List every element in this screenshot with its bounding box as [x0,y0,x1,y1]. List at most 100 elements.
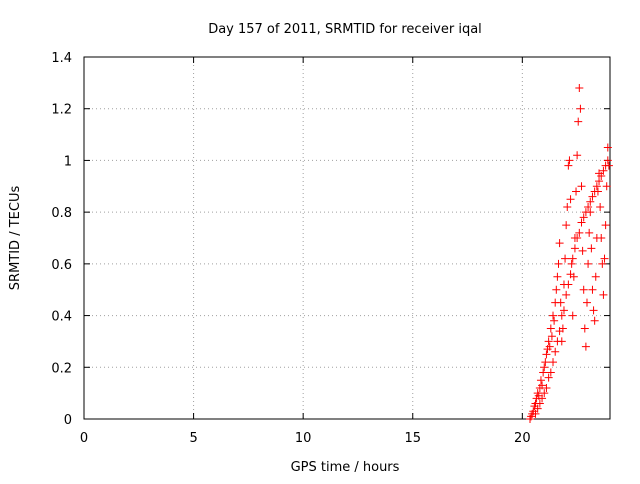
data-point [584,202,593,211]
data-point [540,389,549,398]
data-point [552,285,561,294]
data-point [581,342,590,351]
data-point [588,285,597,294]
data-point [550,316,559,325]
data-point [580,324,589,333]
data-point [590,187,599,196]
data-point [601,221,610,230]
grid [84,57,610,419]
data-point [568,311,577,320]
data-point [549,358,558,367]
data-point [566,195,575,204]
data-point [549,311,558,320]
data-point [544,373,553,382]
data-point [598,259,607,268]
data-point [595,177,604,186]
x-tick-label: 15 [404,431,421,446]
data-point [586,197,595,206]
data-point [601,161,610,170]
data-point [540,363,549,372]
axis-ticks: 0 0.2 0.4 0.6 0.8 1 1.2 1.4 0 5 10 15 20 [51,51,610,446]
data-point [535,399,544,408]
data-point [533,404,542,413]
data-point [600,254,609,263]
data-point [539,368,548,377]
x-axis-label: GPS time / hours [291,460,400,475]
data-point [577,218,586,227]
data-point [564,280,573,289]
y-tick-label: 1.4 [51,51,72,66]
data-point [538,381,547,390]
y-tick-label: 0.6 [51,258,72,273]
y-tick-label: 0 [64,413,72,428]
data-point [588,192,597,201]
data-point [570,244,579,253]
data-point [597,234,606,242]
data-point [559,306,568,315]
data-point [579,213,588,222]
x-tick-label: 0 [80,431,88,446]
y-tick-label: 0.2 [51,361,72,376]
data-point [538,394,547,403]
data-point [592,182,601,191]
x-tick-label: 20 [514,431,531,446]
data-point [531,409,540,418]
data-point [574,117,583,126]
data-point [576,104,585,113]
data-point [554,259,563,268]
data-point [553,337,562,346]
y-tick-label: 0.4 [51,310,72,325]
data-point [578,246,587,255]
data-point [562,290,571,299]
data-point [579,285,588,294]
data-point [566,270,575,279]
data-point [573,234,582,242]
data-point [573,151,582,160]
data-point [546,368,555,377]
data-point [561,254,570,263]
data-point [536,376,545,385]
data-point [603,156,612,165]
data-point [599,166,608,175]
data-point [563,202,572,211]
data-point [589,306,598,315]
data-point [581,208,590,217]
x-tick-label: 10 [295,431,312,446]
data-point [568,254,577,263]
data-point [557,311,566,320]
data-point [542,350,551,359]
y-axis-label: SRMTID / TECUs [8,186,23,291]
data-point [556,298,565,307]
data-point [596,202,605,211]
data-point [555,239,564,248]
data-point [577,182,586,191]
y-tick-label: 0.8 [51,206,72,221]
data-point [541,358,550,367]
data-point [599,290,608,299]
data-point [572,187,581,196]
data-point [582,298,591,307]
data-points [526,84,613,423]
data-point [562,221,571,230]
data-point [575,84,584,93]
data-point [553,272,562,281]
data-point [545,342,554,351]
y-tick-label: 1.2 [51,103,72,118]
data-point [551,347,560,356]
plot-frame [83,56,611,420]
data-point [544,337,553,346]
data-point [564,161,573,170]
data-point [575,228,584,237]
y-tick-label: 1 [64,154,72,169]
data-point [603,143,612,152]
data-point [591,272,600,281]
data-point [567,259,576,268]
data-point [597,171,606,180]
data-point [542,383,551,392]
data-point [602,182,611,191]
data-point [587,244,596,253]
x-tick-label: 5 [189,431,197,446]
data-point [547,332,556,341]
